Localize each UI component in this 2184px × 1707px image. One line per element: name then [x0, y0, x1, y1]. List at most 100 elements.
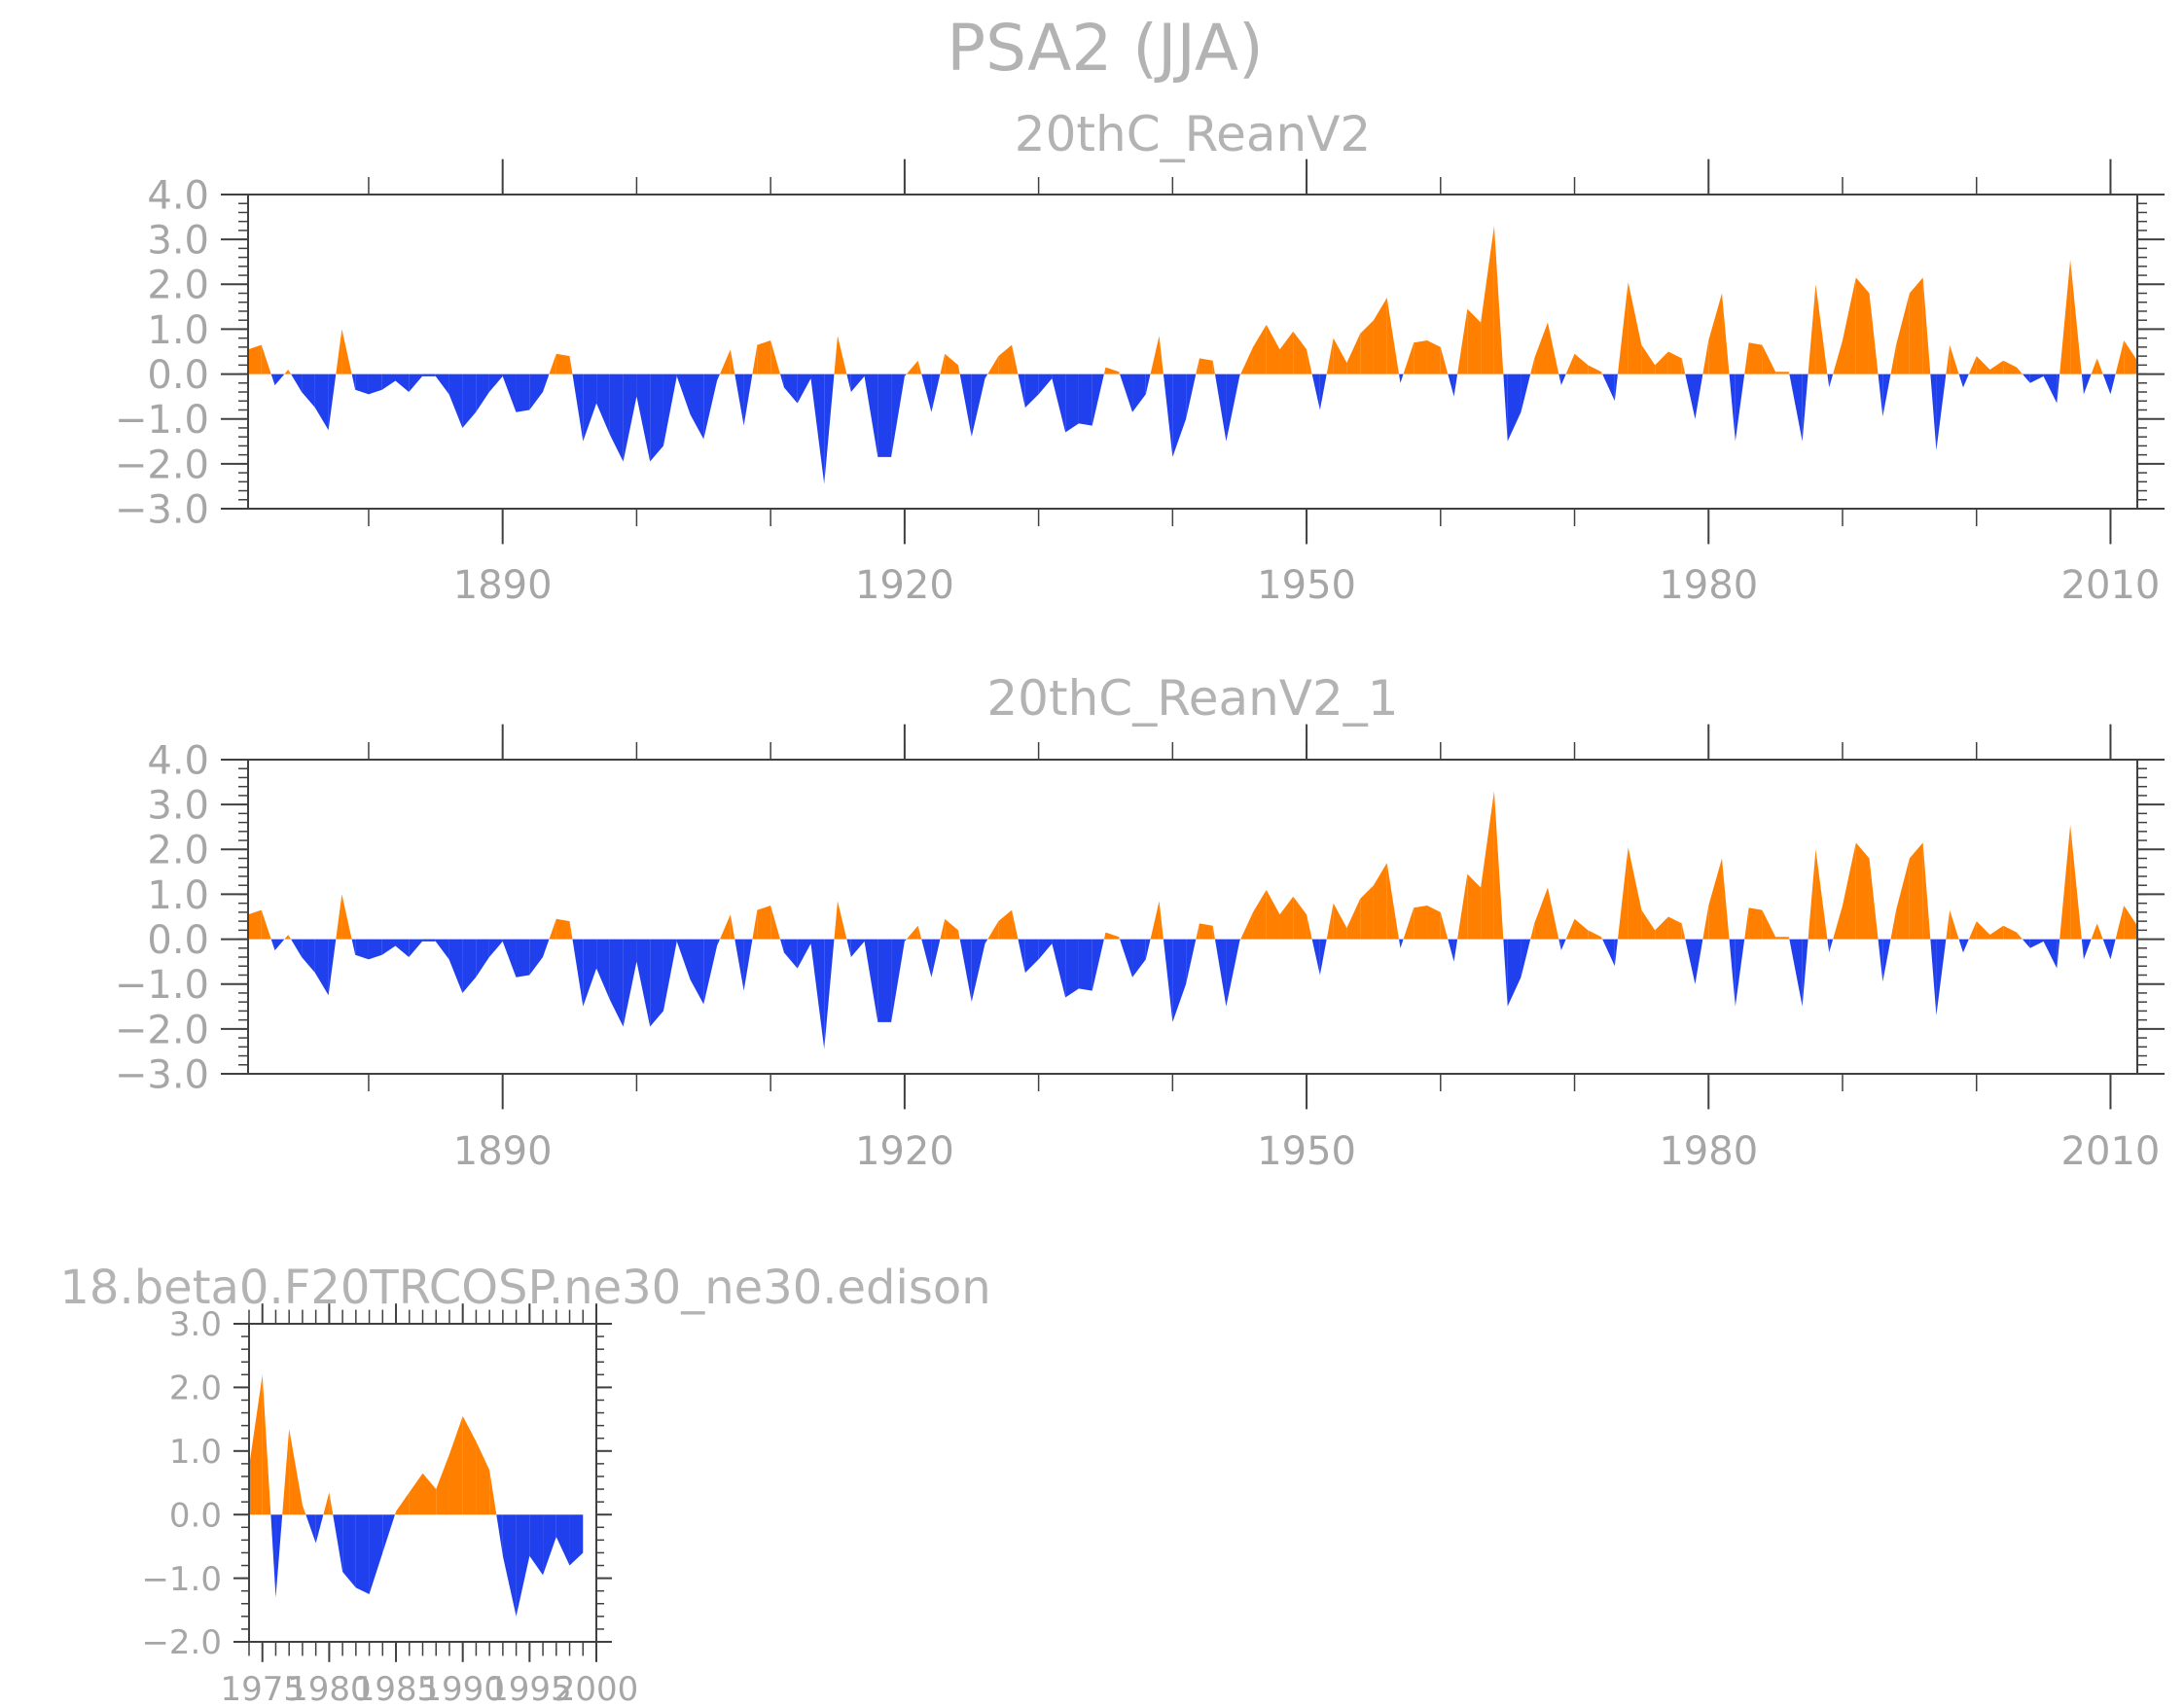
positive-segment — [1012, 909, 1019, 940]
positive-segment — [1534, 887, 1548, 940]
positive-segment — [1373, 863, 1387, 940]
positive-segment — [987, 356, 999, 374]
negative-segment — [2102, 939, 2111, 960]
negative-segment — [1882, 939, 1891, 982]
negative-segment — [448, 939, 463, 993]
negative-segment — [1239, 939, 1241, 942]
positive-segment — [720, 914, 731, 940]
positive-segment — [1373, 298, 1387, 374]
negative-segment — [797, 373, 811, 404]
negative-segment — [2081, 373, 2084, 395]
y-tick-label: −3.0 — [115, 1052, 209, 1097]
negative-segment — [1132, 373, 1146, 412]
negative-segment — [1399, 939, 1401, 948]
negative-segment — [596, 939, 610, 1000]
negative-segment — [2043, 939, 2058, 969]
positive-segment — [1414, 339, 1428, 374]
positive-segment — [261, 909, 271, 940]
positive-segment — [1588, 930, 1602, 940]
negative-segment — [810, 939, 825, 1049]
negative-segment — [864, 939, 878, 1022]
negative-segment — [921, 373, 932, 412]
positive-segment — [2070, 259, 2082, 374]
positive-segment — [282, 1428, 290, 1515]
negative-segment — [2110, 939, 2116, 960]
positive-segment — [1333, 338, 1347, 374]
positive-segment — [1457, 308, 1468, 374]
negative-segment — [422, 373, 436, 376]
positive-segment — [1212, 360, 1215, 374]
negative-segment — [270, 373, 275, 386]
negative-segment — [2110, 373, 2116, 395]
positive-segment — [1326, 338, 1334, 374]
positive-segment — [1655, 916, 1668, 940]
negative-segment — [1958, 939, 1963, 953]
y-tick-label: −2.0 — [115, 1008, 209, 1052]
negative-segment — [2102, 373, 2111, 395]
negative-segment — [543, 939, 550, 958]
positive-segment — [957, 365, 960, 374]
positive-segment — [1252, 889, 1267, 940]
negative-segment — [1521, 373, 1531, 412]
positive-segment — [1403, 907, 1414, 940]
negative-segment — [291, 373, 303, 393]
negative-segment — [1120, 373, 1133, 412]
positive-segment — [1293, 331, 1307, 374]
negative-segment — [543, 1514, 556, 1576]
negative-segment — [368, 939, 382, 960]
positive-segment — [1989, 360, 2004, 374]
negative-segment — [1311, 939, 1320, 976]
negative-segment — [368, 373, 382, 395]
positive-segment — [302, 1505, 306, 1515]
positive-segment — [1601, 937, 1603, 940]
negative-segment — [1052, 939, 1066, 998]
positive-segment — [752, 344, 758, 374]
positive-segment — [2091, 358, 2097, 374]
negative-segment — [572, 939, 584, 1007]
positive-segment — [1976, 921, 1990, 940]
negative-segment — [1065, 939, 1079, 998]
positive-segment — [549, 918, 556, 940]
x-tick-label: 1980 — [1659, 1129, 1758, 1174]
negative-segment — [1503, 373, 1508, 442]
positive-segment — [1199, 358, 1213, 374]
positive-segment — [1481, 791, 1494, 940]
negative-segment — [274, 939, 285, 951]
negative-segment — [1078, 373, 1092, 426]
positive-segment — [1968, 356, 1977, 374]
negative-segment — [824, 939, 835, 1049]
positive-segment — [917, 360, 922, 374]
positive-segment — [1386, 298, 1400, 374]
positive-segment — [1481, 226, 1494, 374]
positive-segment — [2091, 923, 2097, 940]
negative-segment — [717, 373, 721, 381]
positive-segment — [1896, 293, 1910, 374]
positive-segment — [720, 349, 731, 374]
negative-segment — [1930, 373, 1937, 451]
positive-segment — [1922, 277, 1931, 374]
negative-segment — [1092, 939, 1104, 991]
positive-segment — [261, 344, 271, 374]
positive-segment — [394, 1511, 397, 1515]
positive-segment — [945, 353, 958, 374]
positive-segment — [1890, 344, 1897, 374]
negative-segment — [583, 373, 597, 442]
negative-segment — [302, 939, 315, 974]
negative-segment — [1038, 939, 1053, 960]
positive-segment — [1708, 858, 1723, 940]
y-tick-label: 0.0 — [169, 1496, 222, 1535]
negative-segment — [1802, 373, 1808, 442]
negative-segment — [351, 373, 356, 390]
positive-segment — [1855, 277, 1870, 374]
negative-segment — [502, 1514, 517, 1617]
positive-segment — [834, 336, 839, 374]
y-tick-label: 4.0 — [147, 173, 209, 218]
positive-segment — [1946, 344, 1951, 374]
positive-segment — [2124, 339, 2137, 374]
x-tick-label: 1890 — [453, 1129, 553, 1174]
negative-segment — [1172, 373, 1187, 457]
negative-segment — [1038, 373, 1053, 395]
negative-segment — [435, 939, 449, 960]
positive-segment — [1855, 842, 1870, 940]
negative-segment — [850, 939, 865, 958]
